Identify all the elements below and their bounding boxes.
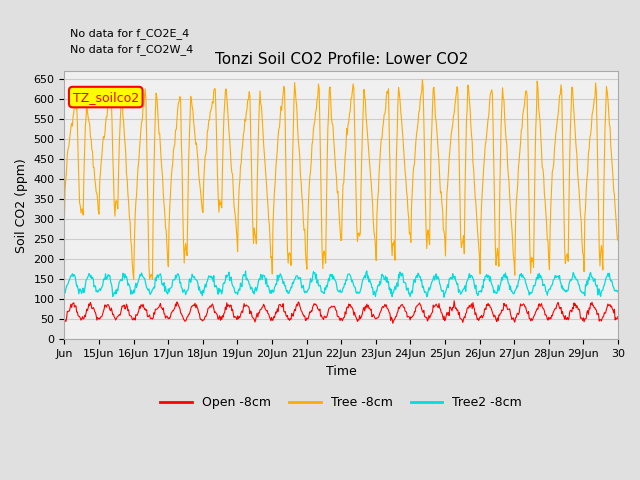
Line: Tree2 -8cm: Tree2 -8cm <box>65 271 618 297</box>
Tree2 -8cm <box>430 273 438 279</box>
Line: Open -8cm: Open -8cm <box>65 301 618 324</box>
Tree2 -8cm <box>363 268 371 274</box>
Tree2 -8cm <box>255 278 262 284</box>
Open -8cm <box>389 321 397 326</box>
Tree2 -8cm <box>276 274 284 280</box>
Text: No data for f_CO2E_4: No data for f_CO2E_4 <box>70 28 189 39</box>
Tree -8cm <box>130 276 138 282</box>
Tree -8cm <box>255 104 263 110</box>
Open -8cm <box>276 302 284 308</box>
Text: TZ_soilco2: TZ_soilco2 <box>73 91 139 104</box>
Tree2 -8cm <box>614 288 622 294</box>
X-axis label: Time: Time <box>326 365 356 378</box>
Tree2 -8cm <box>61 288 68 294</box>
Tree2 -8cm <box>440 294 448 300</box>
Open -8cm <box>227 302 235 308</box>
Tree -8cm <box>399 135 407 141</box>
Open -8cm <box>451 298 458 304</box>
Legend: Open -8cm, Tree -8cm, Tree2 -8cm: Open -8cm, Tree -8cm, Tree2 -8cm <box>156 391 527 414</box>
Tree -8cm <box>431 97 438 103</box>
Y-axis label: Soil CO2 (ppm): Soil CO2 (ppm) <box>15 158 28 252</box>
Tree -8cm <box>228 169 236 175</box>
Open -8cm <box>61 318 68 324</box>
Open -8cm <box>125 312 133 318</box>
Tree -8cm <box>61 217 68 223</box>
Line: Tree -8cm: Tree -8cm <box>65 80 618 279</box>
Open -8cm <box>399 303 407 309</box>
Open -8cm <box>614 314 622 320</box>
Tree2 -8cm <box>227 274 235 280</box>
Open -8cm <box>430 304 438 310</box>
Text: No data for f_CO2W_4: No data for f_CO2W_4 <box>70 44 193 55</box>
Tree2 -8cm <box>125 283 133 288</box>
Title: Tonzi Soil CO2 Profile: Lower CO2: Tonzi Soil CO2 Profile: Lower CO2 <box>214 52 468 67</box>
Tree -8cm <box>614 238 622 243</box>
Open -8cm <box>255 310 262 316</box>
Tree -8cm <box>125 214 133 219</box>
Tree -8cm <box>276 113 284 119</box>
Tree2 -8cm <box>399 272 407 278</box>
Tree -8cm <box>419 77 426 83</box>
